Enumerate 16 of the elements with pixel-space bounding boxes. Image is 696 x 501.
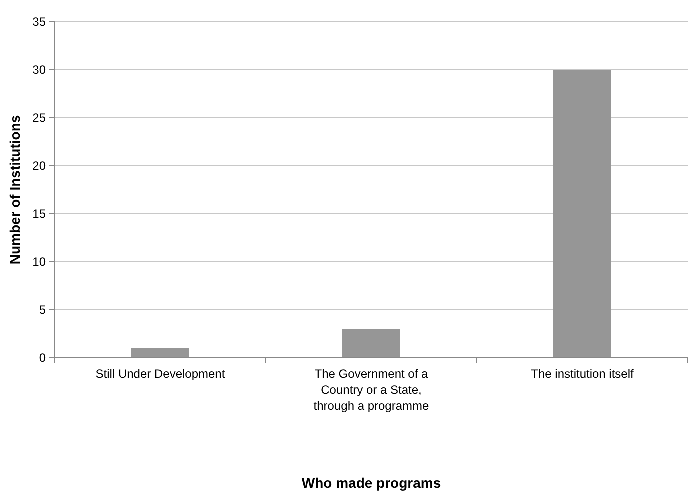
y-tick-label: 35 — [32, 14, 46, 29]
y-tick-label: 5 — [39, 302, 46, 317]
y-tick-label: 30 — [32, 62, 46, 77]
y-tick-label: 25 — [32, 110, 46, 125]
y-tick-label: 10 — [32, 254, 46, 269]
x-tick-label: The institution itself — [531, 367, 635, 381]
x-tick-label: The Government of a Country or a State, through a programme — [314, 367, 430, 413]
x-axis-title: Who made programs — [302, 475, 442, 491]
bar — [342, 329, 400, 358]
y-tick-label: 15 — [32, 206, 46, 221]
bar — [554, 70, 612, 358]
bar — [132, 348, 190, 358]
y-tick-label: 20 — [32, 158, 46, 173]
y-tick-label: 0 — [39, 350, 46, 365]
y-axis-title: Number of Institutions — [7, 115, 23, 265]
x-tick-label: Still Under Development — [96, 367, 226, 381]
